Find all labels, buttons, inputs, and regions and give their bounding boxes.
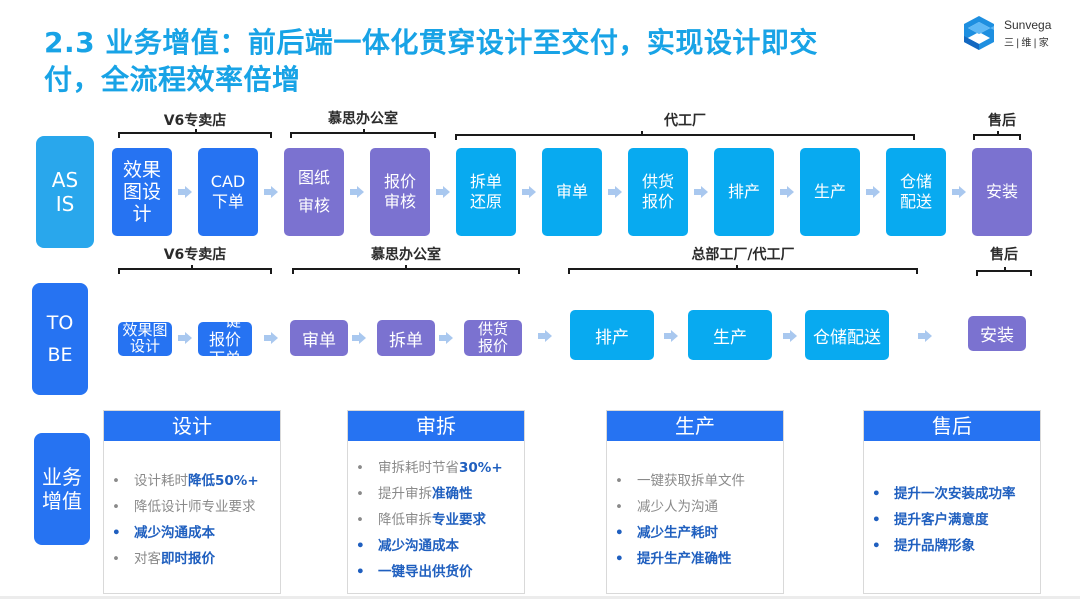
group-label-v6-store: V6专卖店 [163,113,227,129]
tobe-step-supply-quote: 供货 报价 [464,320,522,356]
group-label-musi-office: 慕思办公室 [371,247,441,263]
card-list: 一键获取拆单文件 减少人为沟通 减少生产耗时 提升生产准确性 [607,468,783,572]
arrow-right-icon [952,186,966,198]
arrow-right-icon [538,330,554,342]
page-title: 2.3 业务增值：前后端一体化贯穿设计至交付，实现设计即交 付，全流程效率倍增 [44,24,924,98]
bracket-v6-store [118,129,272,138]
asis-step-installation: 安装 [972,148,1032,236]
tobe-step-scheduling: 排产 [570,310,654,360]
group-label-v6-store: V6专卖店 [163,247,227,263]
group-label-musi-office: 慕思办公室 [328,111,398,127]
arrow-right-icon [866,186,880,198]
card-title: 售后 [864,411,1040,441]
asis-step-warehouse-delivery: 仓储 配送 [886,148,946,236]
tobe-step-production: 生产 [688,310,772,360]
logo-brand-cn: 三|维|家 [1004,38,1051,49]
arrow-right-icon [264,332,278,344]
list-item: 提升一次安装成功率 [872,481,1040,507]
logo-brand-en: Sunvega [1004,18,1052,32]
tobe-step-render-design: 效果图 设计 [118,322,172,356]
list-item: 减少沟通成本 [112,520,280,546]
title-line-2: 付，全流程效率倍增 [44,63,301,96]
arrow-right-icon [918,330,932,342]
list-item: 降低设计师专业要求 [112,494,280,520]
asis-step-quote-review: 报价 审核 [370,148,430,236]
arrow-right-icon [783,330,797,342]
asis-step-scheduling: 排产 [714,148,774,236]
card-title: 审拆 [348,411,524,441]
bracket-hq-oem-factory [568,265,918,274]
group-label-oem-factory: 代工厂 [664,113,706,129]
list-item: 一键获取拆单文件 [615,468,783,494]
list-item: 对客即时报价 [112,546,280,572]
tobe-step-one-click-quote-order: 一键 报价 下单 [198,322,252,356]
value-card-production: 生产 一键获取拆单文件 减少人为沟通 减少生产耗时 提升生产准确性 [606,410,784,594]
card-title: 生产 [607,411,783,441]
tobe-step-installation: 安装 [968,316,1026,351]
value-card-after-sales: 售后 提升一次安装成功率 提升客户满意度 提升品牌形象 [863,410,1041,594]
asis-step-production: 生产 [800,148,860,236]
list-item: 减少沟通成本 [356,533,524,559]
card-list: 审拆耗时节省30%+ 提升审拆准确性 降低审拆专业要求 减少沟通成本 一键导出供… [348,455,524,585]
title-line-1: 2.3 业务增值：前后端一体化贯穿设计至交付，实现设计即交 [44,26,818,59]
list-item: 提升审拆准确性 [356,481,524,507]
asis-step-render-design: 效果 图设 计 [112,148,172,236]
asis-step-split-restore: 拆单 还原 [456,148,516,236]
list-item: 提升生产准确性 [615,546,783,572]
arrow-right-icon [350,186,364,198]
bracket-musi-office [292,265,520,274]
arrow-right-icon [264,186,278,198]
row-label-to-be: TO BE [32,283,88,395]
arrow-right-icon [608,186,622,198]
arrow-right-icon [439,332,453,344]
list-item: 降低审拆专业要求 [356,507,524,533]
group-label-after-sales: 售后 [988,113,1016,129]
bracket-after-sales [976,267,1032,276]
tobe-step-order-review: 审单 [290,320,348,356]
arrow-right-icon [178,332,192,344]
asis-step-drawing-review: 图纸 审核 [284,148,344,236]
row-label-as-is: AS IS [36,136,94,248]
asis-step-cad-order: CAD 下单 [198,148,258,236]
list-item: 提升品牌形象 [872,533,1040,559]
tobe-step-warehouse-delivery: 仓储配送 [805,310,889,360]
arrow-right-icon [352,332,366,344]
arrow-right-icon [664,330,678,342]
card-title: 设计 [104,411,280,441]
arrow-right-icon [780,186,794,198]
row-label-business-value: 业务 增值 [34,433,90,545]
value-card-design: 设计 设计耗时降低50%+ 降低设计师专业要求 减少沟通成本 对客即时报价 [103,410,281,594]
bracket-v6-store [118,265,272,274]
value-card-review-split: 审拆 审拆耗时节省30%+ 提升审拆准确性 降低审拆专业要求 减少沟通成本 一键… [347,410,525,594]
asis-step-supply-quote: 供货 报价 [628,148,688,236]
arrow-right-icon [694,186,708,198]
list-item: 提升客户满意度 [872,507,1040,533]
card-list: 提升一次安装成功率 提升客户满意度 提升品牌形象 [864,481,1040,559]
bracket-oem-factory [455,131,915,140]
bracket-musi-office [290,129,436,138]
card-list: 设计耗时降低50%+ 降低设计师专业要求 减少沟通成本 对客即时报价 [104,468,280,572]
sunvega-cube-logo-icon [960,14,998,54]
tobe-step-split-order: 拆单 [377,320,435,356]
asis-step-order-review: 审单 [542,148,602,236]
group-label-after-sales: 售后 [990,247,1018,263]
bracket-after-sales [973,131,1021,140]
group-label-hq-oem-factory: 总部工厂/代工厂 [691,247,795,263]
list-item: 审拆耗时节省30%+ [356,455,524,481]
arrow-right-icon [522,186,536,198]
bottom-divider [0,596,1080,599]
list-item: 减少生产耗时 [615,520,783,546]
list-item: 减少人为沟通 [615,494,783,520]
arrow-right-icon [178,186,192,198]
arrow-right-icon [436,186,450,198]
list-item: 设计耗时降低50%+ [112,468,280,494]
list-item: 一键导出供货价 [356,559,524,585]
